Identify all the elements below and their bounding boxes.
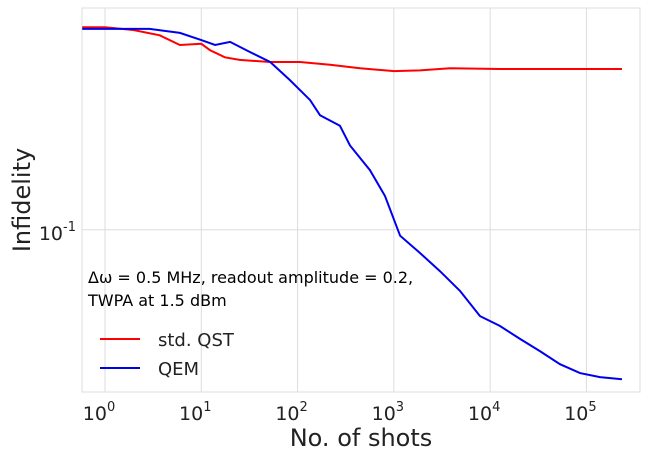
x-tick-label: 103: [372, 400, 404, 425]
x-axis-label: No. of shots: [290, 424, 433, 452]
series-line: [82, 27, 623, 381]
y-tick-label: 10-1: [39, 220, 76, 245]
legend-label: QEM: [158, 359, 199, 380]
x-tick-label: 102: [275, 400, 307, 425]
x-tick-label: 105: [564, 400, 596, 425]
x-tick-label: 104: [468, 400, 500, 425]
plot-area: [81, 7, 641, 393]
y-axis-label: Infidelity: [8, 148, 36, 252]
annotation: TWPA at 1.5 dBm: [87, 291, 227, 310]
annotation: Δω = 0.5 MHz, readout amplitude = 0.2,: [88, 268, 413, 287]
x-tick-label: 101: [179, 400, 211, 425]
legend-label: std. QST: [158, 330, 235, 351]
x-tick-label: 100: [83, 400, 115, 425]
